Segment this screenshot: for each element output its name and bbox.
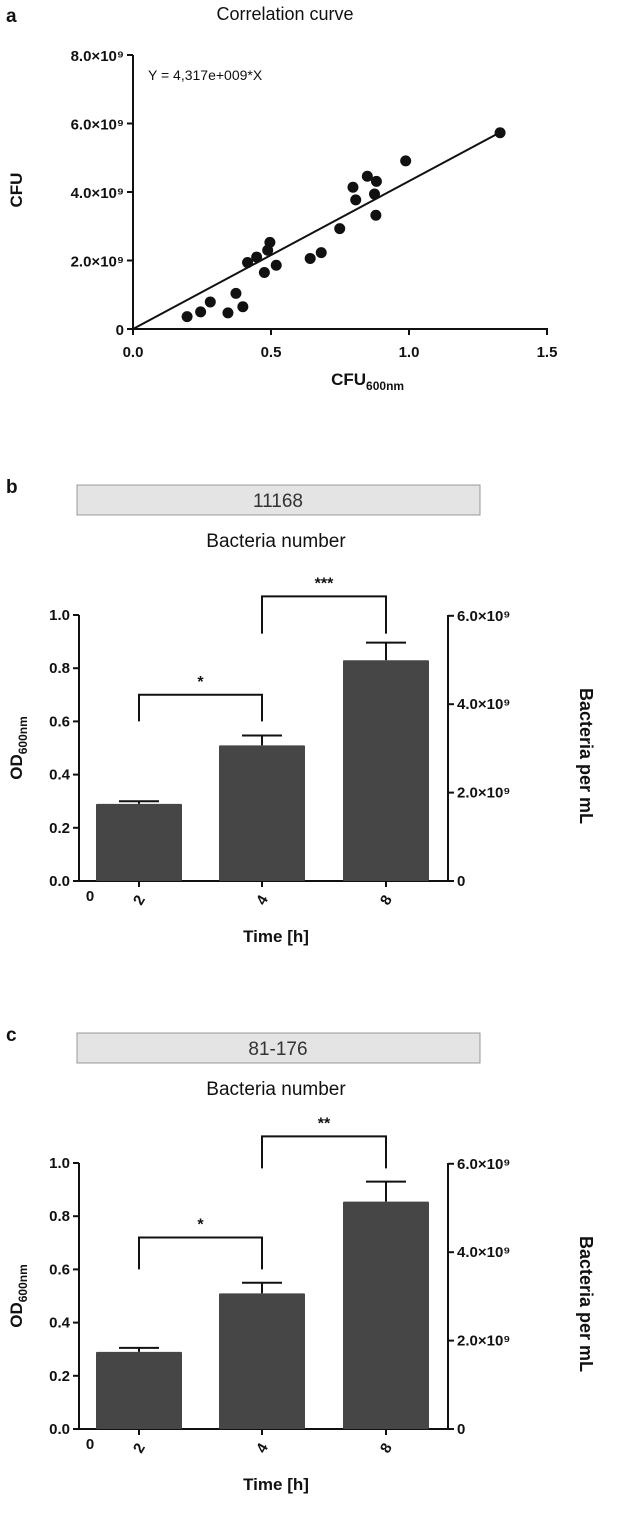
x-tick-label: 2 <box>130 892 149 908</box>
bar-2h <box>96 803 182 881</box>
significance-label: * <box>197 1216 204 1233</box>
y-tick-label-a: 8.0×10⁹ <box>71 48 124 65</box>
x-tick-label-a: 0.5 <box>261 344 282 361</box>
y-tick-label: 0.8 <box>49 1208 70 1225</box>
x-tick-label-a: 1.0 <box>399 344 420 361</box>
x-origin-label: 0 <box>86 888 94 905</box>
data-point <box>242 257 254 269</box>
significance-bracket <box>261 1135 387 1169</box>
y-axis-title-c: OD600nm <box>7 1264 30 1328</box>
y2-axis-title-c: Bacteria per mL <box>576 1236 596 1372</box>
y-tick-label: 0.6 <box>49 1261 70 1278</box>
x-tick-label: 8 <box>377 1440 396 1456</box>
significance-label: *** <box>315 575 334 592</box>
y-tick-label: 0.2 <box>49 820 70 837</box>
y-tick-label: 0.0 <box>49 1421 70 1438</box>
y2-tick-label: 0 <box>457 1421 465 1438</box>
x-tick-label: 2 <box>130 1440 149 1456</box>
y2-tick-label: 2.0×10⁹ <box>457 785 510 802</box>
y-tick-label-a: 0 <box>116 322 124 339</box>
y-tick-label: 0.6 <box>49 713 70 730</box>
y-axis-title-b: OD600nm <box>7 716 30 780</box>
chart-title-c: Bacteria number <box>206 1079 346 1100</box>
y2-axis-title-b: Bacteria per mL <box>576 688 596 824</box>
y-tick-label: 0.4 <box>49 1315 71 1332</box>
data-point <box>181 311 193 323</box>
strain-header-label: 81-176 <box>248 1039 307 1060</box>
y2-tick-label: 6.0×10⁹ <box>457 1156 510 1173</box>
y-tick-label-a: 2.0×10⁹ <box>71 254 124 271</box>
panel-label-a: a <box>6 6 17 27</box>
data-point <box>230 287 242 299</box>
x-axis-title-b: Time [h] <box>243 927 309 946</box>
chart-title-a: Correlation curve <box>216 4 353 24</box>
y2-tick-label: 4.0×10⁹ <box>457 1244 510 1261</box>
bar-8h <box>343 660 429 881</box>
data-point <box>222 307 234 319</box>
data-point <box>270 259 282 271</box>
data-point <box>361 170 373 182</box>
x-tick-label-a: 1.5 <box>537 344 558 361</box>
bar-8h <box>343 1201 429 1429</box>
y-tick-label-a: 4.0×10⁹ <box>71 185 124 202</box>
data-point <box>350 194 362 206</box>
strain-header-label: 11168 <box>253 491 303 512</box>
y2-tick-label: 6.0×10⁹ <box>457 608 510 625</box>
y-axis-title-a: CFU <box>7 173 26 208</box>
significance-bracket <box>261 595 387 634</box>
data-point <box>334 223 346 235</box>
y2-tick-label: 0 <box>457 873 465 890</box>
y2-tick-label: 4.0×10⁹ <box>457 696 510 713</box>
panel-label-c: c <box>6 1025 17 1046</box>
x-tick-label-a: 0.0 <box>123 344 144 361</box>
data-point <box>258 266 270 278</box>
y-tick-label: 0.2 <box>49 1368 70 1385</box>
data-point <box>264 236 276 248</box>
regression-line <box>132 131 501 330</box>
significance-label: ** <box>318 1115 331 1132</box>
x-axis-title-c: Time [h] <box>243 1475 309 1494</box>
significance-bracket <box>138 693 263 722</box>
significance-bracket <box>138 1236 263 1270</box>
data-point <box>400 155 412 167</box>
x-tick-label: 8 <box>377 892 396 908</box>
equation-label: Y = 4,317e+009*X <box>148 67 263 83</box>
data-point <box>195 306 207 318</box>
x-tick-label: 4 <box>253 1440 272 1456</box>
y-tick-label: 0.4 <box>49 767 71 784</box>
data-point <box>494 127 506 139</box>
y-tick-label: 0.0 <box>49 873 70 890</box>
data-point <box>304 252 316 264</box>
bar-4h <box>219 1293 305 1429</box>
bar-2h <box>96 1351 182 1429</box>
chart-title-b: Bacteria number <box>206 531 346 552</box>
data-point <box>370 175 382 187</box>
data-point <box>370 209 382 221</box>
data-point <box>369 188 380 200</box>
y-tick-label: 1.0 <box>49 1155 70 1172</box>
significance-label: * <box>197 674 204 691</box>
data-point <box>315 247 327 259</box>
data-point <box>251 251 263 263</box>
strain-header-box <box>76 1032 481 1064</box>
x-tick-label: 4 <box>253 892 272 908</box>
bar-4h <box>219 745 305 881</box>
y-tick-label: 1.0 <box>49 607 70 624</box>
data-point <box>347 181 359 193</box>
strain-header-box <box>76 484 481 516</box>
y-tick-label: 0.8 <box>49 660 70 677</box>
data-point <box>237 301 249 313</box>
y2-tick-label: 2.0×10⁹ <box>457 1333 510 1350</box>
x-axis-title-a: CFU600nm <box>331 370 404 393</box>
panel-label-b: b <box>6 477 18 498</box>
x-origin-label: 0 <box>86 1436 94 1453</box>
data-point <box>204 296 216 308</box>
y-tick-label-a: 6.0×10⁹ <box>71 117 124 134</box>
